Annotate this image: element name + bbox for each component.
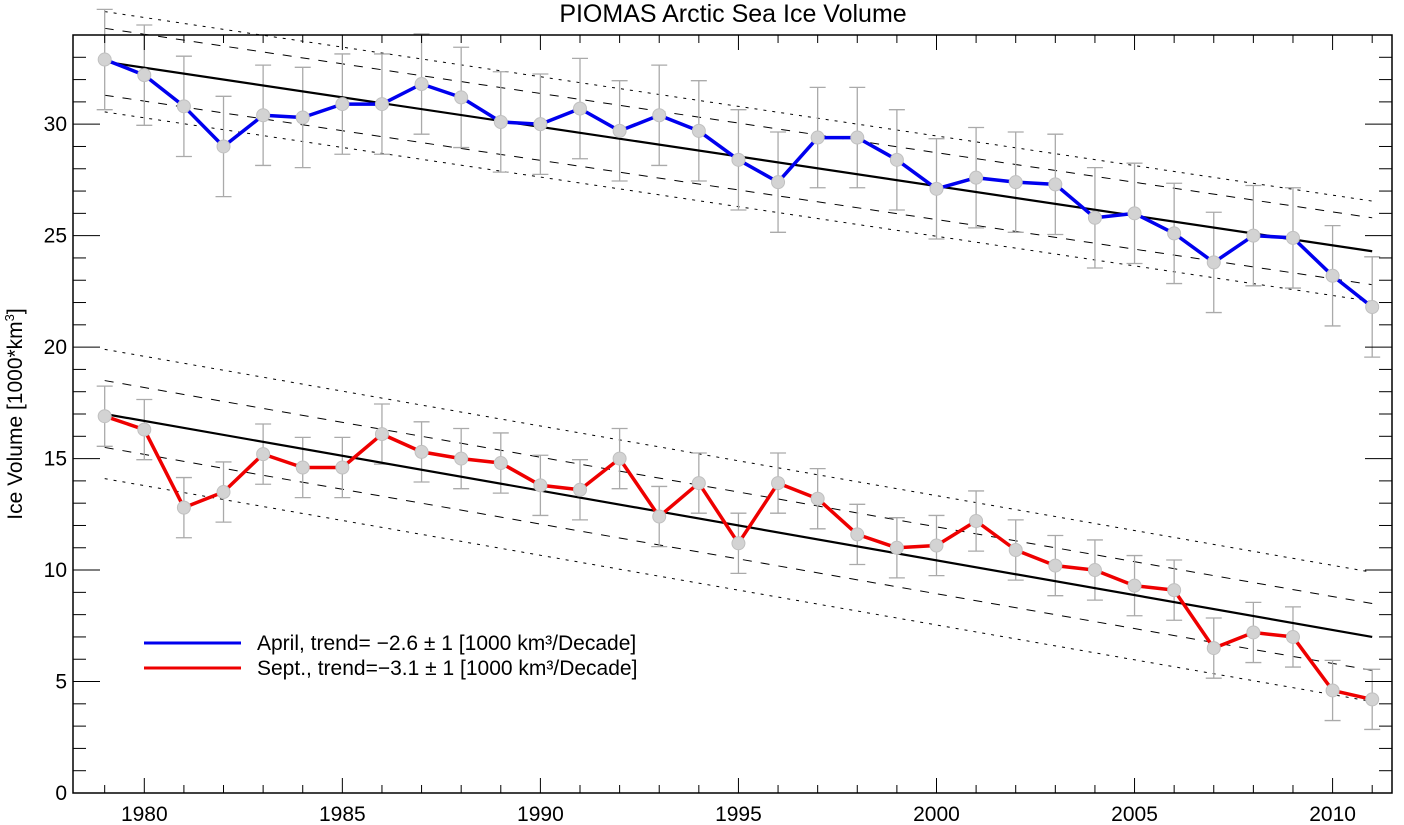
data-point bbox=[454, 90, 469, 105]
y-tick-label: 5 bbox=[55, 671, 67, 694]
data-point bbox=[1325, 268, 1340, 283]
x-tick-label: 1990 bbox=[517, 803, 564, 825]
data-point bbox=[652, 108, 667, 123]
data-point bbox=[1127, 578, 1142, 593]
data-point bbox=[533, 478, 548, 493]
legend-entry: April, trend= −2.6 ± 1 [1000 km³/Decade] bbox=[257, 632, 636, 655]
data-point bbox=[176, 99, 191, 114]
data-point bbox=[1246, 625, 1261, 640]
axes: 1980 1985 1990 1995 2000 2005 2010 0 5 10 15 20 25 30 bbox=[44, 34, 1392, 825]
data-point bbox=[1087, 563, 1102, 578]
data-point bbox=[97, 52, 112, 67]
data-point bbox=[1048, 177, 1063, 192]
data-point bbox=[335, 97, 350, 112]
data-point bbox=[256, 108, 271, 123]
y-tick-label: 20 bbox=[44, 336, 67, 359]
x-tick-label: 2005 bbox=[1111, 803, 1158, 825]
data-point bbox=[1008, 175, 1023, 190]
data-point bbox=[691, 123, 706, 138]
y-axis-label-text: Ice Volume [1000*km bbox=[4, 321, 27, 519]
legend-entry: Sept., trend=−3.1 ± 1 [1000 km³/Decade] bbox=[257, 657, 637, 680]
data-point bbox=[1246, 228, 1261, 243]
data-point bbox=[295, 110, 310, 125]
data-point bbox=[810, 130, 825, 145]
data-point bbox=[176, 500, 191, 515]
data-point bbox=[1325, 683, 1340, 698]
data-point bbox=[454, 451, 469, 466]
x-tick-label: 1980 bbox=[121, 803, 168, 825]
data-point bbox=[493, 114, 508, 129]
data-point bbox=[137, 422, 152, 437]
y-axis-label: Ice Volume [1000*km3] bbox=[2, 308, 27, 520]
data-point bbox=[810, 491, 825, 506]
data-point bbox=[969, 514, 984, 529]
trend-line bbox=[104, 412, 1373, 639]
data-point bbox=[731, 152, 746, 167]
data-point bbox=[652, 509, 667, 524]
series-sept bbox=[96, 348, 1381, 731]
trend-band-dotted bbox=[104, 348, 1373, 573]
y-axis-label-suffix: ] bbox=[4, 308, 27, 314]
data-point bbox=[1365, 299, 1380, 314]
data-point bbox=[612, 123, 627, 138]
y-tick-label: 15 bbox=[44, 448, 67, 471]
data-point bbox=[256, 447, 271, 462]
series-april bbox=[96, 8, 1381, 358]
data-point bbox=[850, 130, 865, 145]
data-point bbox=[691, 476, 706, 491]
data-point bbox=[97, 409, 112, 424]
data-point bbox=[137, 68, 152, 83]
data-point bbox=[1008, 542, 1023, 557]
data-point bbox=[1087, 210, 1102, 225]
trend-band-dashed bbox=[104, 94, 1373, 286]
data-point bbox=[216, 485, 231, 500]
data-point bbox=[1127, 206, 1142, 221]
data-point bbox=[573, 101, 588, 116]
data-point bbox=[573, 482, 588, 497]
data-point bbox=[771, 476, 786, 491]
plot-area bbox=[96, 8, 1381, 731]
data-point bbox=[1206, 255, 1221, 270]
x-tick-label: 2000 bbox=[913, 803, 960, 825]
data-point bbox=[612, 451, 627, 466]
x-tick-label: 2010 bbox=[1309, 803, 1356, 825]
data-point bbox=[771, 175, 786, 190]
y-tick-label: 25 bbox=[44, 225, 67, 248]
data-point bbox=[1285, 629, 1300, 644]
data-point bbox=[1167, 226, 1182, 241]
y-tick-label: 0 bbox=[55, 782, 67, 805]
data-point bbox=[929, 181, 944, 196]
data-point bbox=[414, 444, 429, 459]
y-axis-label-superscript: 3 bbox=[2, 314, 17, 321]
data-point bbox=[889, 152, 904, 167]
y-tick-label: 30 bbox=[44, 113, 67, 136]
x-tick-label: 1985 bbox=[319, 803, 366, 825]
data-point bbox=[374, 97, 389, 112]
trend-band-dotted bbox=[104, 478, 1373, 703]
x-tick-label: 1995 bbox=[715, 803, 762, 825]
data-point bbox=[414, 77, 429, 92]
trend-band-dotted bbox=[104, 11, 1373, 202]
data-point bbox=[1206, 641, 1221, 656]
data-point bbox=[295, 460, 310, 475]
data-point bbox=[850, 527, 865, 542]
data-point bbox=[493, 456, 508, 471]
data-point bbox=[1048, 558, 1063, 573]
data-point bbox=[335, 460, 350, 475]
data-point bbox=[1167, 583, 1182, 598]
data-point bbox=[1365, 692, 1380, 707]
data-point bbox=[731, 536, 746, 551]
y-tick-label: 10 bbox=[44, 559, 67, 582]
data-point bbox=[374, 427, 389, 442]
legend: April, trend= −2.6 ± 1 [1000 km³/Decade]… bbox=[144, 632, 637, 680]
data-point bbox=[889, 540, 904, 555]
data-point bbox=[533, 117, 548, 132]
data-point bbox=[216, 139, 231, 154]
chart-title: PIOMAS Arctic Sea Ice Volume bbox=[559, 0, 906, 28]
trend-band-dashed bbox=[104, 27, 1373, 219]
data-point bbox=[969, 170, 984, 185]
data-point bbox=[1285, 230, 1300, 245]
data-point bbox=[929, 538, 944, 553]
